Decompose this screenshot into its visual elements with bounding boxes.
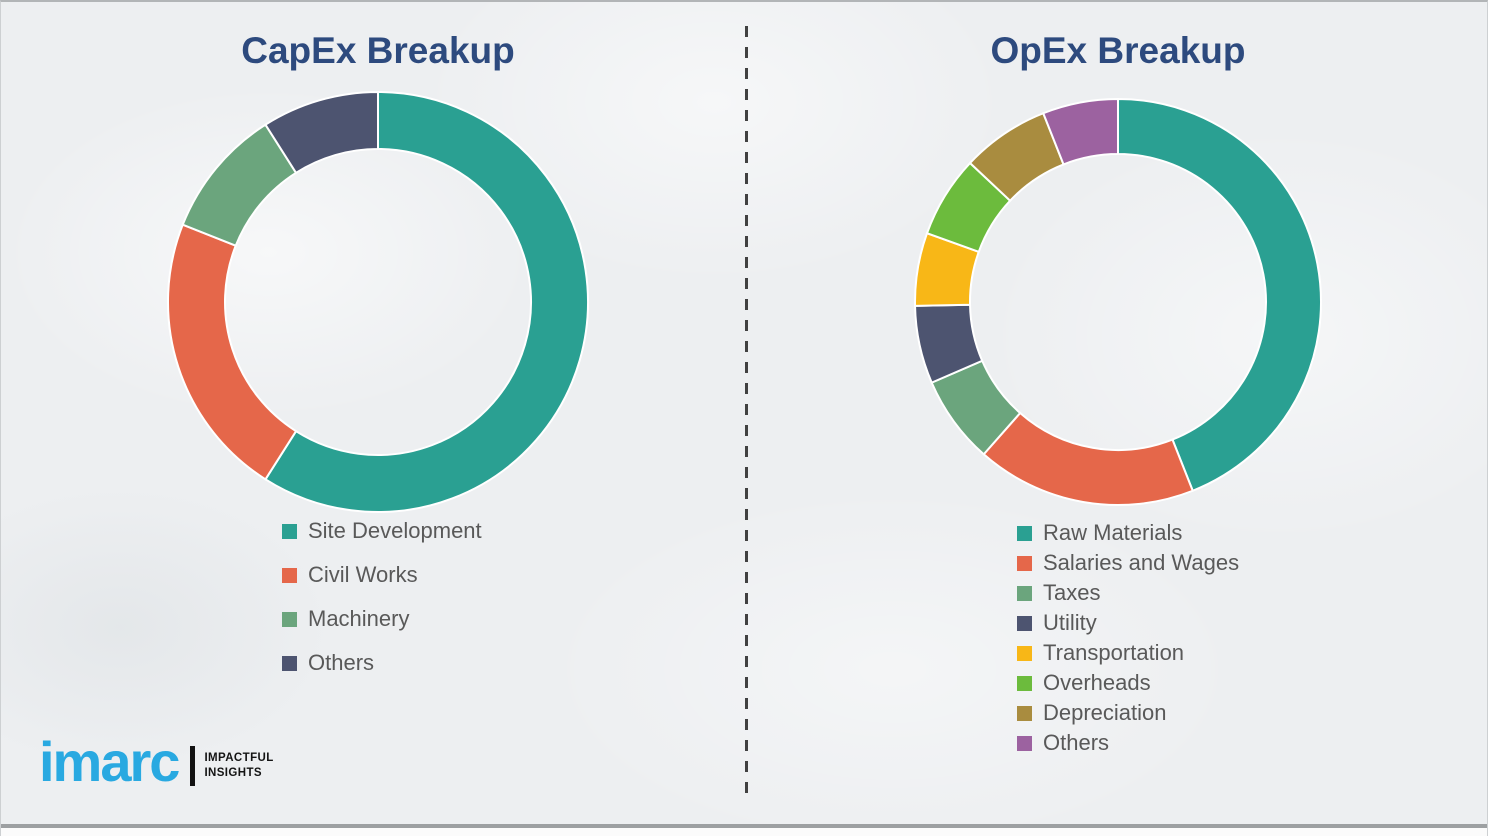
legend-item-utility: Utility bbox=[1017, 608, 1239, 638]
bottom-margin-strip bbox=[1, 828, 1487, 836]
donut-segment-others bbox=[1041, 97, 1119, 166]
legend-label: Depreciation bbox=[1043, 700, 1167, 725]
legend-swatch-icon bbox=[1017, 585, 1032, 601]
legend-swatch-icon bbox=[282, 567, 297, 583]
legend-swatch-icon bbox=[282, 523, 297, 539]
donut-segment-others bbox=[264, 90, 379, 175]
legend-item-transportation: Transportation bbox=[1017, 638, 1239, 668]
legend-label: Others bbox=[308, 650, 375, 675]
donut-segment-site-development bbox=[264, 90, 589, 513]
legend-item-taxes: Taxes bbox=[1017, 578, 1239, 608]
legend-item-raw-materials: Raw Materials bbox=[1017, 518, 1239, 548]
legend-item-others: Others bbox=[1017, 728, 1239, 758]
legend-label: Raw Materials bbox=[1043, 520, 1183, 545]
legend-item-site-development: Site Development bbox=[282, 509, 482, 553]
legend-label: Overheads bbox=[1043, 670, 1151, 695]
legend-item-overheads: Overheads bbox=[1017, 668, 1239, 698]
legend-label: Site Development bbox=[308, 518, 482, 543]
legend-label: Civil Works bbox=[308, 562, 418, 587]
opex-legend: Raw Materials Salaries and Wages Taxes U… bbox=[1017, 518, 1239, 758]
legend-swatch-icon bbox=[282, 611, 297, 627]
capex-chart-title: CapEx Breakup bbox=[241, 30, 515, 71]
legend-swatch-icon bbox=[1017, 645, 1032, 661]
legend-swatch-icon bbox=[1017, 735, 1032, 751]
legend-label: Salaries and Wages bbox=[1043, 550, 1240, 575]
tagline-line-2: INSIGHTS bbox=[204, 767, 262, 779]
legend-swatch-icon bbox=[1017, 705, 1032, 721]
legend-swatch-icon bbox=[282, 655, 297, 671]
legend-item-civil-works: Civil Works bbox=[282, 553, 482, 597]
capex-donut-chart bbox=[167, 90, 589, 513]
legend-item-salaries-and-wages: Salaries and Wages bbox=[1017, 548, 1239, 578]
legend-swatch-icon bbox=[1017, 615, 1032, 631]
donut-segment-civil-works bbox=[167, 223, 298, 481]
legend-item-machinery: Machinery bbox=[282, 597, 482, 641]
legend-label: Taxes bbox=[1043, 580, 1101, 605]
opex-donut-chart bbox=[914, 97, 1322, 506]
bottom-rule bbox=[1, 824, 1487, 828]
opex-chart-title: OpEx Breakup bbox=[990, 30, 1246, 71]
imarc-logo-divider-bar bbox=[190, 746, 196, 786]
capex-legend: Site Development Civil Works Machinery O… bbox=[282, 509, 482, 685]
imarc-logo-wordmark: imarc bbox=[39, 730, 180, 793]
imarc-logo: imarc IMPACTFUL INSIGHTS bbox=[39, 734, 274, 794]
legend-label: Utility bbox=[1043, 610, 1097, 635]
legend-swatch-icon bbox=[1017, 555, 1032, 571]
legend-item-others: Others bbox=[282, 641, 482, 685]
donut-segment-salaries-and-wages bbox=[982, 411, 1195, 506]
legend-label: Others bbox=[1043, 730, 1110, 755]
tagline-line-1: IMPACTFUL bbox=[204, 752, 274, 765]
legend-swatch-icon bbox=[1017, 675, 1032, 691]
legend-item-depreciation: Depreciation bbox=[1017, 698, 1239, 728]
legend-label: Transportation bbox=[1043, 640, 1185, 665]
imarc-logo-tagline: IMPACTFUL INSIGHTS bbox=[204, 751, 273, 781]
donut-segment-raw-materials bbox=[1117, 97, 1322, 493]
section-divider-dashed-line bbox=[745, 26, 748, 794]
legend-swatch-icon bbox=[1017, 525, 1032, 541]
legend-label: Machinery bbox=[308, 606, 410, 631]
